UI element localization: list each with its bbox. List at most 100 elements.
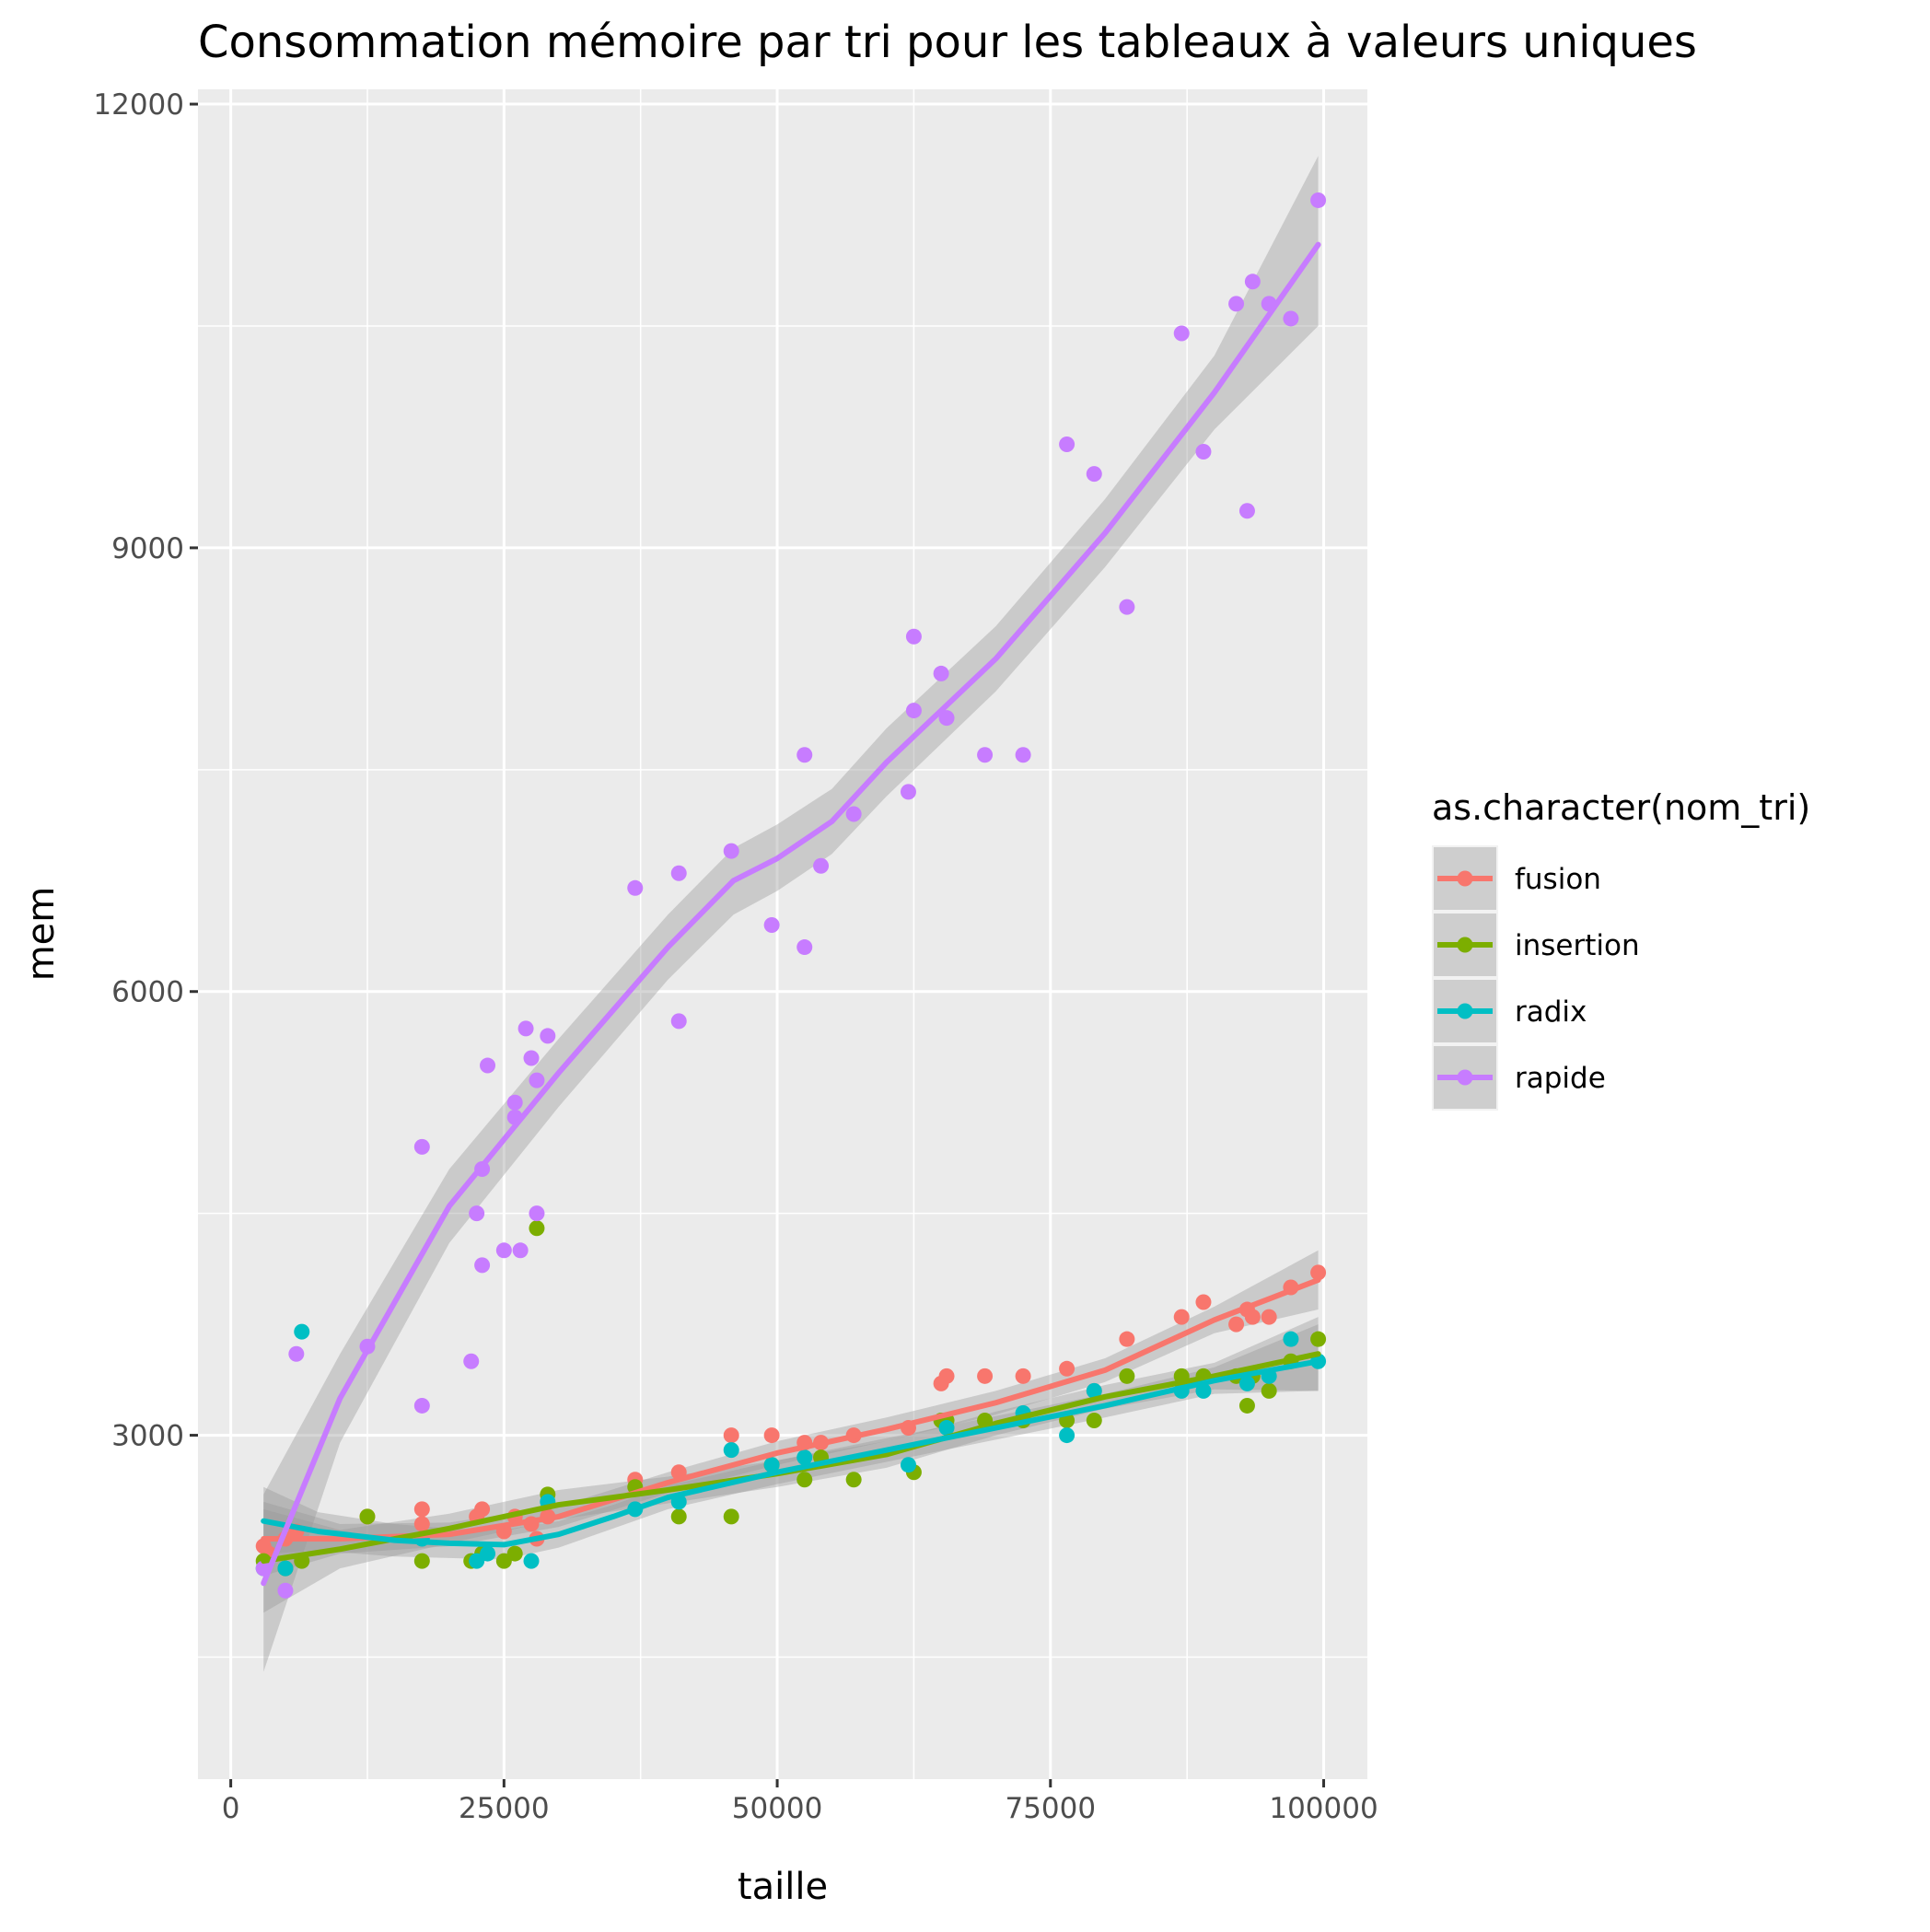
point-rapide	[413, 1138, 430, 1155]
point-rapide	[1283, 310, 1299, 327]
point-insertion	[413, 1553, 430, 1569]
legend-item-rapide: rapide	[1432, 1044, 1606, 1111]
point-fusion	[1310, 1264, 1327, 1281]
legend-key-point	[1457, 937, 1473, 953]
plot-panel	[198, 89, 1367, 1779]
smooth-line-radix	[261, 1358, 1321, 1548]
legend-item-insertion: insertion	[1432, 912, 1640, 978]
point-insertion	[796, 1472, 813, 1488]
point-fusion	[1119, 1331, 1135, 1347]
point-radix	[723, 1442, 739, 1459]
x-tick-label: 0	[222, 1792, 240, 1825]
point-radix	[1059, 1427, 1075, 1444]
smooth-line-rapide	[261, 241, 1321, 1587]
point-insertion	[1261, 1382, 1277, 1399]
chart-title: Consommation mémoire par tri pour les ta…	[198, 17, 1697, 68]
point-radix	[763, 1457, 780, 1473]
point-rapide	[905, 628, 922, 645]
point-rapide	[463, 1353, 480, 1369]
point-insertion	[529, 1220, 545, 1237]
x-axis-title: taille	[738, 1866, 828, 1908]
point-rapide	[474, 1257, 491, 1274]
point-fusion	[1015, 1368, 1031, 1384]
point-rapide	[512, 1242, 529, 1259]
point-rapide	[413, 1397, 430, 1414]
point-rapide	[796, 747, 813, 763]
point-insertion	[1310, 1331, 1327, 1347]
point-fusion	[1059, 1360, 1075, 1377]
x-axis: 0 25000 50000 75000 100000	[222, 1779, 1378, 1825]
smooth-lines	[261, 241, 1321, 1587]
point-rapide	[905, 703, 922, 719]
legend: as.character(nom_tri) fusion insertion rad…	[1432, 787, 1810, 1111]
point-rapide	[1173, 325, 1190, 342]
point-radix	[938, 1420, 955, 1437]
point-rapide	[1228, 296, 1245, 312]
legend-item-radix: radix	[1432, 978, 1587, 1044]
point-rapide	[670, 1013, 687, 1030]
point-radix	[277, 1560, 294, 1577]
legend-label-radix: radix	[1515, 995, 1587, 1029]
grid-major	[198, 89, 1367, 1779]
point-radix	[900, 1457, 916, 1473]
y-tick-label: 6000	[111, 976, 184, 1009]
point-rapide	[523, 1050, 540, 1066]
point-radix	[480, 1545, 496, 1562]
legend-item-fusion: fusion	[1432, 845, 1601, 912]
x-tick-label: 50000	[732, 1792, 823, 1825]
point-fusion	[723, 1427, 739, 1444]
point-rapide	[845, 806, 862, 822]
point-insertion	[359, 1508, 376, 1525]
point-radix	[294, 1323, 310, 1340]
point-rapide	[796, 939, 813, 956]
point-rapide	[469, 1205, 485, 1222]
point-rapide	[1238, 503, 1255, 519]
point-radix	[1283, 1331, 1299, 1347]
point-rapide	[495, 1242, 512, 1259]
point-fusion	[977, 1368, 994, 1384]
point-insertion	[845, 1472, 862, 1488]
point-insertion	[723, 1508, 739, 1525]
point-fusion	[1228, 1316, 1245, 1333]
point-rapide	[627, 879, 644, 896]
y-tick-label: 12000	[93, 88, 184, 122]
point-insertion	[1119, 1368, 1135, 1384]
legend-label-rapide: rapide	[1515, 1062, 1606, 1095]
point-rapide	[277, 1582, 294, 1599]
point-rapide	[529, 1205, 545, 1222]
x-tick-label: 75000	[1005, 1792, 1096, 1825]
point-rapide	[977, 747, 994, 763]
point-fusion	[1244, 1309, 1261, 1325]
legend-title: as.character(nom_tri)	[1432, 787, 1810, 828]
x-tick-label: 100000	[1269, 1792, 1378, 1825]
point-rapide	[1244, 274, 1261, 290]
point-rapide	[1059, 436, 1075, 452]
point-fusion	[763, 1427, 780, 1444]
legend-key-point	[1457, 1069, 1473, 1086]
legend-label-fusion: fusion	[1515, 863, 1601, 896]
point-rapide	[1195, 444, 1212, 460]
point-rapide	[933, 665, 949, 681]
point-rapide	[529, 1072, 545, 1088]
legend-key-point	[1457, 1003, 1473, 1019]
point-radix	[1195, 1382, 1212, 1399]
point-rapide	[1119, 599, 1135, 615]
point-rapide	[517, 1020, 534, 1037]
legend-label-insertion: insertion	[1515, 929, 1640, 962]
point-fusion	[938, 1368, 955, 1384]
point-rapide	[1310, 192, 1327, 208]
legend-key-point	[1457, 870, 1473, 887]
x-tick-label: 25000	[459, 1792, 550, 1825]
point-radix	[796, 1449, 813, 1466]
point-radix	[523, 1553, 540, 1569]
point-rapide	[540, 1028, 556, 1044]
point-rapide	[813, 857, 830, 874]
y-tick-label: 3000	[111, 1420, 184, 1453]
point-insertion	[495, 1553, 512, 1569]
point-rapide	[1015, 747, 1031, 763]
point-fusion	[413, 1516, 430, 1532]
grid-minor	[198, 89, 1367, 1779]
point-rapide	[723, 843, 739, 859]
point-rapide	[670, 865, 687, 881]
